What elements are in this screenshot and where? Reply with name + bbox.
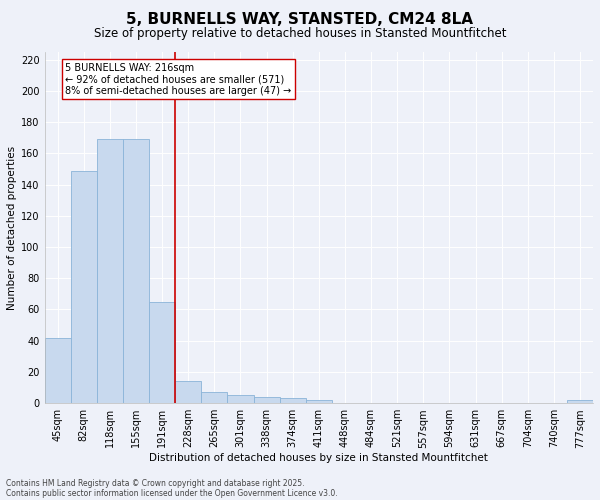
Text: Contains public sector information licensed under the Open Government Licence v3: Contains public sector information licen… <box>6 488 338 498</box>
Bar <box>567 400 593 403</box>
Bar <box>227 396 254 403</box>
Bar <box>123 140 149 403</box>
X-axis label: Distribution of detached houses by size in Stansted Mountfitchet: Distribution of detached houses by size … <box>149 453 488 463</box>
Text: Size of property relative to detached houses in Stansted Mountfitchet: Size of property relative to detached ho… <box>94 28 506 40</box>
Bar <box>149 302 175 403</box>
Bar <box>201 392 227 403</box>
Y-axis label: Number of detached properties: Number of detached properties <box>7 146 17 310</box>
Bar <box>97 140 123 403</box>
Text: 5, BURNELLS WAY, STANSTED, CM24 8LA: 5, BURNELLS WAY, STANSTED, CM24 8LA <box>127 12 473 28</box>
Text: Contains HM Land Registry data © Crown copyright and database right 2025.: Contains HM Land Registry data © Crown c… <box>6 478 305 488</box>
Bar <box>44 338 71 403</box>
Bar <box>280 398 306 403</box>
Text: 5 BURNELLS WAY: 216sqm
← 92% of detached houses are smaller (571)
8% of semi-det: 5 BURNELLS WAY: 216sqm ← 92% of detached… <box>65 63 292 96</box>
Bar <box>306 400 332 403</box>
Bar <box>71 170 97 403</box>
Bar <box>175 382 201 403</box>
Bar <box>254 397 280 403</box>
